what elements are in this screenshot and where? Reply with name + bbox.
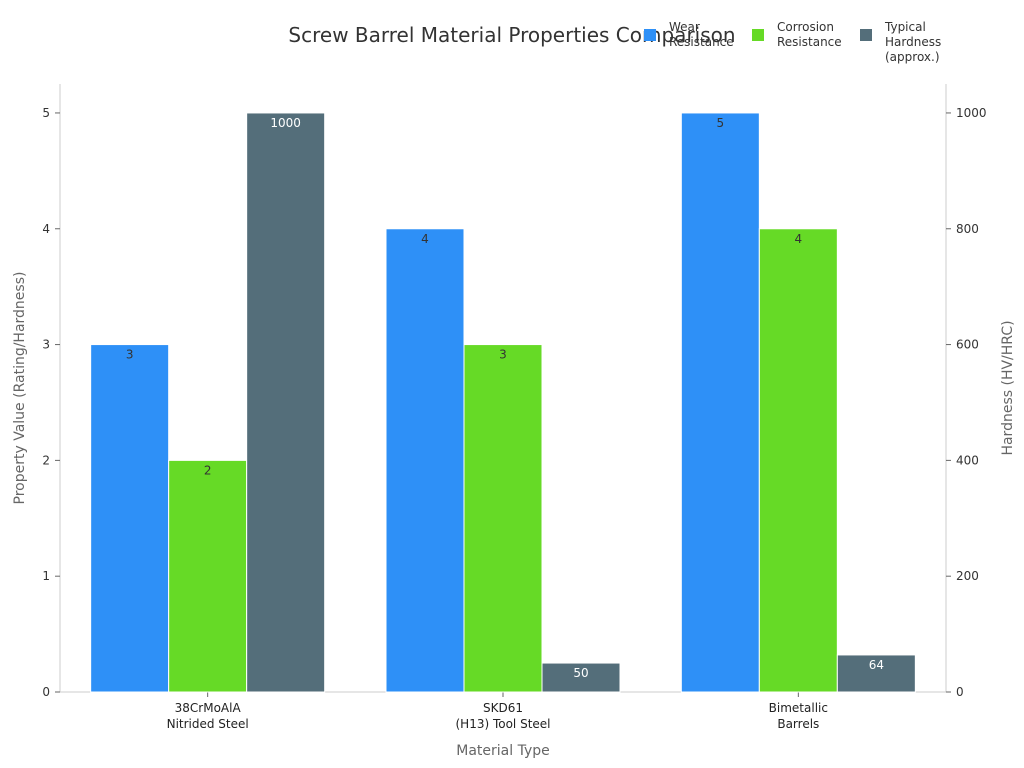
bar (385, 228, 465, 693)
bar (246, 112, 326, 693)
data-label: 1000 (270, 116, 301, 130)
bar (680, 112, 760, 693)
data-label: 2 (204, 463, 212, 477)
legend-label: Wear Resistance (669, 20, 734, 49)
chart-title: Screw Barrel Material Properties Compari… (288, 23, 735, 47)
y-axis-title: Property Value (Rating/Hardness) (12, 272, 28, 505)
data-label: 4 (795, 232, 803, 246)
legend-label: Typical Hardness (approx.) (884, 20, 941, 64)
legend-swatch (644, 29, 656, 41)
y2-tick-label: 200 (956, 569, 979, 583)
bar (463, 344, 543, 693)
legend-swatch (860, 29, 872, 41)
data-labels: 3 2 1000 4 3 50 5 4 64 (126, 116, 884, 680)
y2-axis-title: Hardness (HV/HRC) (1000, 320, 1016, 455)
data-label: 50 (573, 666, 588, 680)
bar (90, 344, 170, 693)
x-tick-label: Bimetallic Barrels (769, 701, 828, 731)
data-label: 3 (499, 348, 507, 362)
bar (168, 459, 248, 693)
legend: Wear Resistance Corrosion Resistance Typical… (644, 20, 941, 64)
y-tick-label: 5 (42, 106, 50, 120)
y2-tick-label: 800 (956, 222, 979, 236)
y-tick-label: 3 (42, 338, 50, 352)
data-label: 5 (717, 116, 725, 130)
legend-swatch (752, 29, 764, 41)
bar (836, 654, 916, 693)
bars (90, 112, 916, 693)
x-axis-title: Material Type (456, 743, 549, 759)
y2-tick-label: 0 (956, 685, 964, 699)
x-tick-label: 38CrMoAlA Nitrided Steel (167, 701, 249, 731)
bar (541, 662, 621, 693)
y2-tick-label: 600 (956, 338, 979, 352)
y-tick-label: 1 (42, 569, 50, 583)
data-label: 64 (869, 658, 884, 672)
data-label: 4 (421, 232, 429, 246)
bar (758, 228, 838, 693)
y2-tick-label: 400 (956, 453, 979, 467)
data-label: 3 (126, 348, 134, 362)
y-tick-label: 4 (42, 222, 50, 236)
legend-label: Corrosion Resistance (777, 20, 842, 49)
x-tick-label: SKD61 (H13) Tool Steel (455, 701, 550, 731)
y-tick-label: 0 (42, 685, 50, 699)
y-tick-label: 2 (42, 453, 50, 467)
y2-tick-label: 1000 (956, 106, 987, 120)
